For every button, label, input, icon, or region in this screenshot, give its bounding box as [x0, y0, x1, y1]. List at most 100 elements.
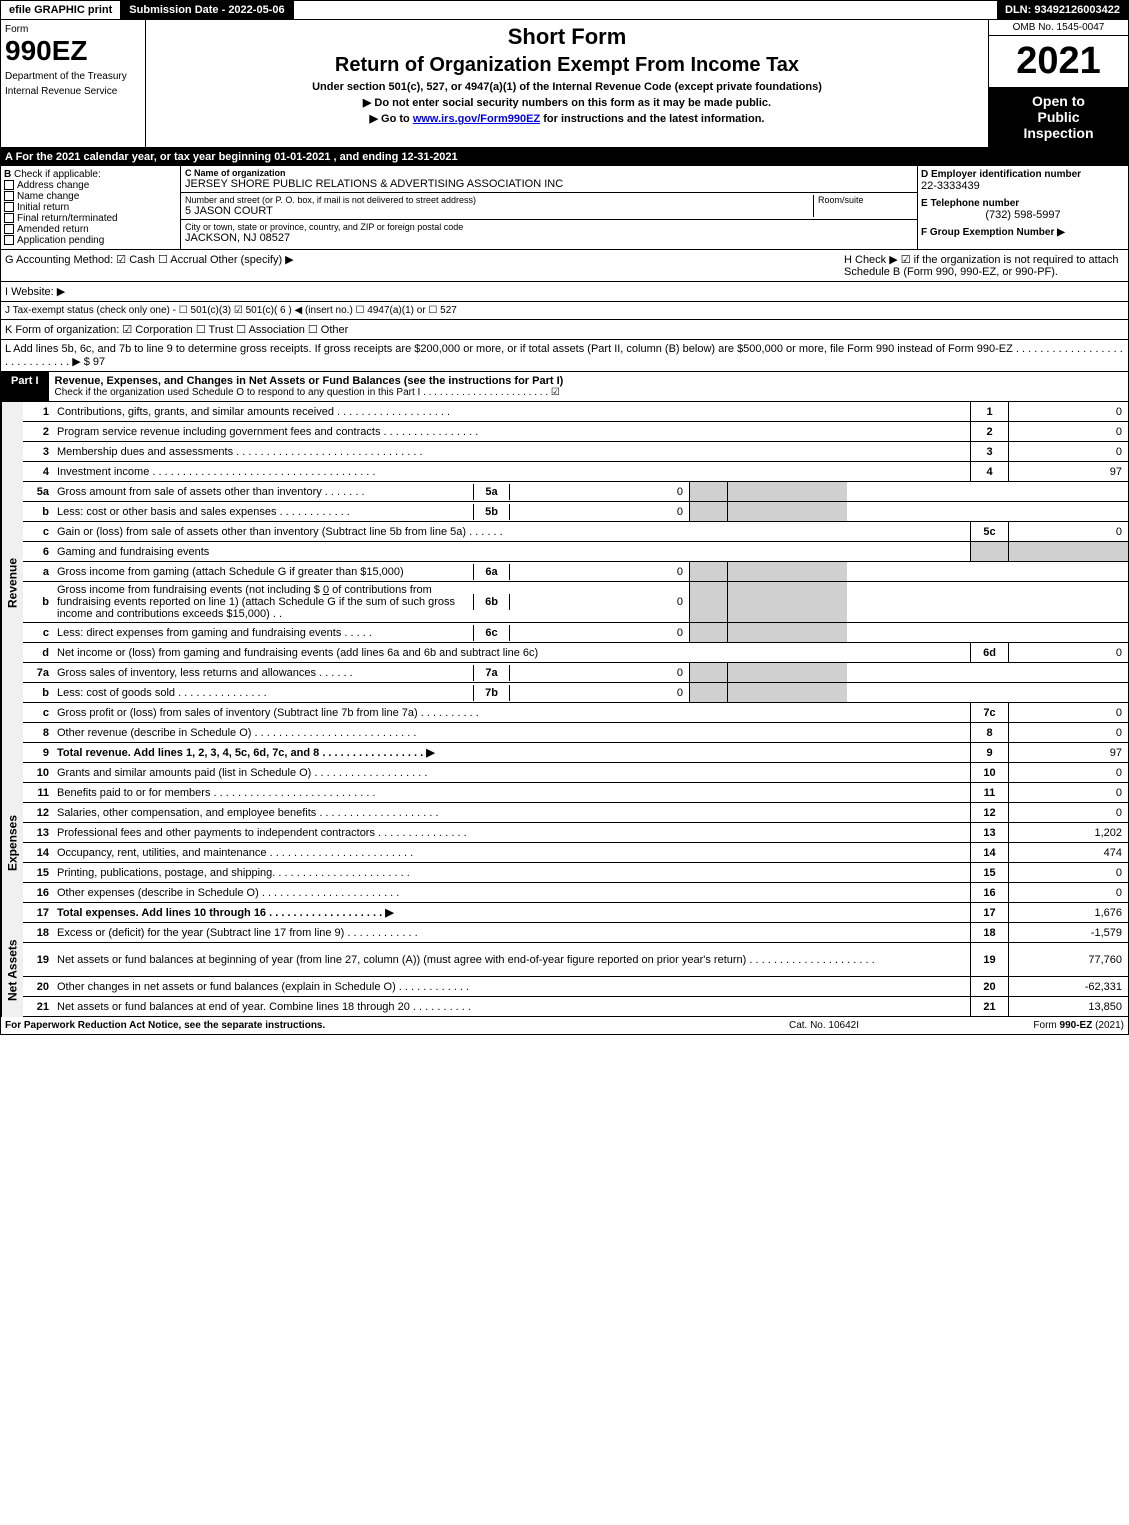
- form-number: 990EZ: [5, 35, 141, 67]
- row-box-shaded: [689, 482, 727, 501]
- sub-val: 0: [509, 625, 689, 641]
- top-bar: efile GRAPHIC print Submission Date - 20…: [0, 0, 1129, 20]
- row-13: 13 Professional fees and other payments …: [23, 823, 1129, 843]
- goto-suffix: for instructions and the latest informat…: [540, 113, 764, 125]
- part1-sub: Check if the organization used Schedule …: [55, 387, 1122, 398]
- row-num: 13: [23, 825, 53, 841]
- row-box: 14: [970, 843, 1008, 862]
- address-change-checkbox[interactable]: [4, 180, 14, 190]
- row-box: 9: [970, 743, 1008, 762]
- row-val-shaded: [1008, 542, 1128, 561]
- row-box: 2: [970, 422, 1008, 441]
- section-b: B Check if applicable: Address change Na…: [1, 166, 181, 249]
- row-box-shaded: [689, 683, 727, 702]
- row-val: 0: [1008, 643, 1128, 662]
- row-21: 21 Net assets or fund balances at end of…: [23, 997, 1129, 1017]
- row-12: 12 Salaries, other compensation, and emp…: [23, 803, 1129, 823]
- row-num: 2: [23, 424, 53, 440]
- amended-return-checkbox[interactable]: [4, 224, 14, 234]
- row-num: 10: [23, 765, 53, 781]
- row-20: 20 Other changes in net assets or fund b…: [23, 977, 1129, 997]
- line-i: I Website: ▶: [0, 282, 1129, 302]
- row-num: b: [23, 504, 53, 520]
- irs-link[interactable]: www.irs.gov/Form990EZ: [413, 113, 540, 125]
- revenue-side-label: Revenue: [1, 402, 23, 763]
- header-left: Form 990EZ Department of the Treasury In…: [1, 20, 146, 147]
- row-val-shaded: [727, 663, 847, 682]
- city-row: City or town, state or province, country…: [181, 220, 917, 246]
- row-num: 8: [23, 725, 53, 741]
- b-label: B: [4, 169, 11, 180]
- row-box: 8: [970, 723, 1008, 742]
- org-name: JERSEY SHORE PUBLIC RELATIONS & ADVERTIS…: [185, 178, 913, 190]
- row-box: 13: [970, 823, 1008, 842]
- name-change-checkbox[interactable]: [4, 191, 14, 201]
- row-17: 17 Total expenses. Add lines 10 through …: [23, 903, 1129, 923]
- sub-box: 7a: [473, 665, 509, 681]
- row-box-shaded: [689, 582, 727, 622]
- inspection-box: Open to Public Inspection: [989, 87, 1128, 147]
- row-num: b: [23, 594, 53, 610]
- row-desc: Contributions, gifts, grants, and simila…: [53, 404, 970, 420]
- row-box-shaded: [689, 562, 727, 581]
- check-if-label: Check if applicable:: [14, 169, 101, 180]
- row-box: 7c: [970, 703, 1008, 722]
- amended-return-label: Amended return: [17, 224, 89, 235]
- row-desc: Net assets or fund balances at end of ye…: [53, 999, 970, 1015]
- row-val-shaded: [727, 502, 847, 521]
- sub-val: 0: [509, 685, 689, 701]
- row-num: 7a: [23, 665, 53, 681]
- row-num: 12: [23, 805, 53, 821]
- row-desc: Professional fees and other payments to …: [53, 825, 970, 841]
- row-num: 14: [23, 845, 53, 861]
- return-title: Return of Organization Exempt From Incom…: [150, 54, 984, 77]
- row-val: 0: [1008, 442, 1128, 461]
- row-6: 6 Gaming and fundraising events: [23, 542, 1129, 562]
- row-val: 0: [1008, 402, 1128, 421]
- row-num: a: [23, 564, 53, 580]
- row-desc: Total expenses. Add lines 10 through 16 …: [53, 904, 970, 921]
- footer-right-prefix: Form: [1033, 1020, 1059, 1031]
- row-val: 0: [1008, 783, 1128, 802]
- row-num: 1: [23, 404, 53, 420]
- row-11: 11 Benefits paid to or for members . . .…: [23, 783, 1129, 803]
- row-desc: Gross amount from sale of assets other t…: [53, 484, 473, 500]
- row-19: 19 Net assets or fund balances at beginn…: [23, 943, 1129, 977]
- row-box: 20: [970, 977, 1008, 996]
- row-val: 0: [1008, 422, 1128, 441]
- row-1: 1 Contributions, gifts, grants, and simi…: [23, 402, 1129, 422]
- row-val: 0: [1008, 883, 1128, 902]
- row-num: 16: [23, 885, 53, 901]
- row-num: 18: [23, 925, 53, 941]
- row-box: 5c: [970, 522, 1008, 541]
- row-desc: Other revenue (describe in Schedule O) .…: [53, 725, 970, 741]
- row-box: 10: [970, 763, 1008, 782]
- row-desc: Less: cost or other basis and sales expe…: [53, 504, 473, 520]
- row-num: 5a: [23, 484, 53, 500]
- row-val-shaded: [727, 482, 847, 501]
- efile-link[interactable]: efile GRAPHIC print: [1, 1, 121, 19]
- final-return-checkbox[interactable]: [4, 213, 14, 223]
- row-box: 1: [970, 402, 1008, 421]
- ein-value: 22-3333439: [921, 180, 1125, 192]
- row-num: 21: [23, 999, 53, 1015]
- row-val: 13,850: [1008, 997, 1128, 1016]
- part1-label: Part I: [1, 372, 49, 401]
- dln: DLN: 93492126003422: [997, 1, 1128, 19]
- row-6c: c Less: direct expenses from gaming and …: [23, 623, 1129, 643]
- line-g: G Accounting Method: ☑ Cash ☐ Accrual Ot…: [5, 253, 844, 278]
- initial-return-checkbox[interactable]: [4, 202, 14, 212]
- section-c: C Name of organization JERSEY SHORE PUBL…: [181, 166, 918, 249]
- sub-box: 6a: [473, 564, 509, 580]
- inspection-line3: Inspection: [995, 125, 1122, 141]
- org-name-row: C Name of organization JERSEY SHORE PUBL…: [181, 166, 917, 193]
- app-pending-checkbox[interactable]: [4, 235, 14, 245]
- expenses-section: Expenses 10 Grants and similar amounts p…: [0, 763, 1129, 923]
- row-val: -1,579: [1008, 923, 1128, 942]
- row-val: 97: [1008, 743, 1128, 762]
- row-6a: a Gross income from gaming (attach Sched…: [23, 562, 1129, 582]
- inspection-line1: Open to: [995, 93, 1122, 109]
- city-label: City or town, state or province, country…: [185, 222, 913, 232]
- row-num: 15: [23, 865, 53, 881]
- row-desc: Grants and similar amounts paid (list in…: [53, 765, 970, 781]
